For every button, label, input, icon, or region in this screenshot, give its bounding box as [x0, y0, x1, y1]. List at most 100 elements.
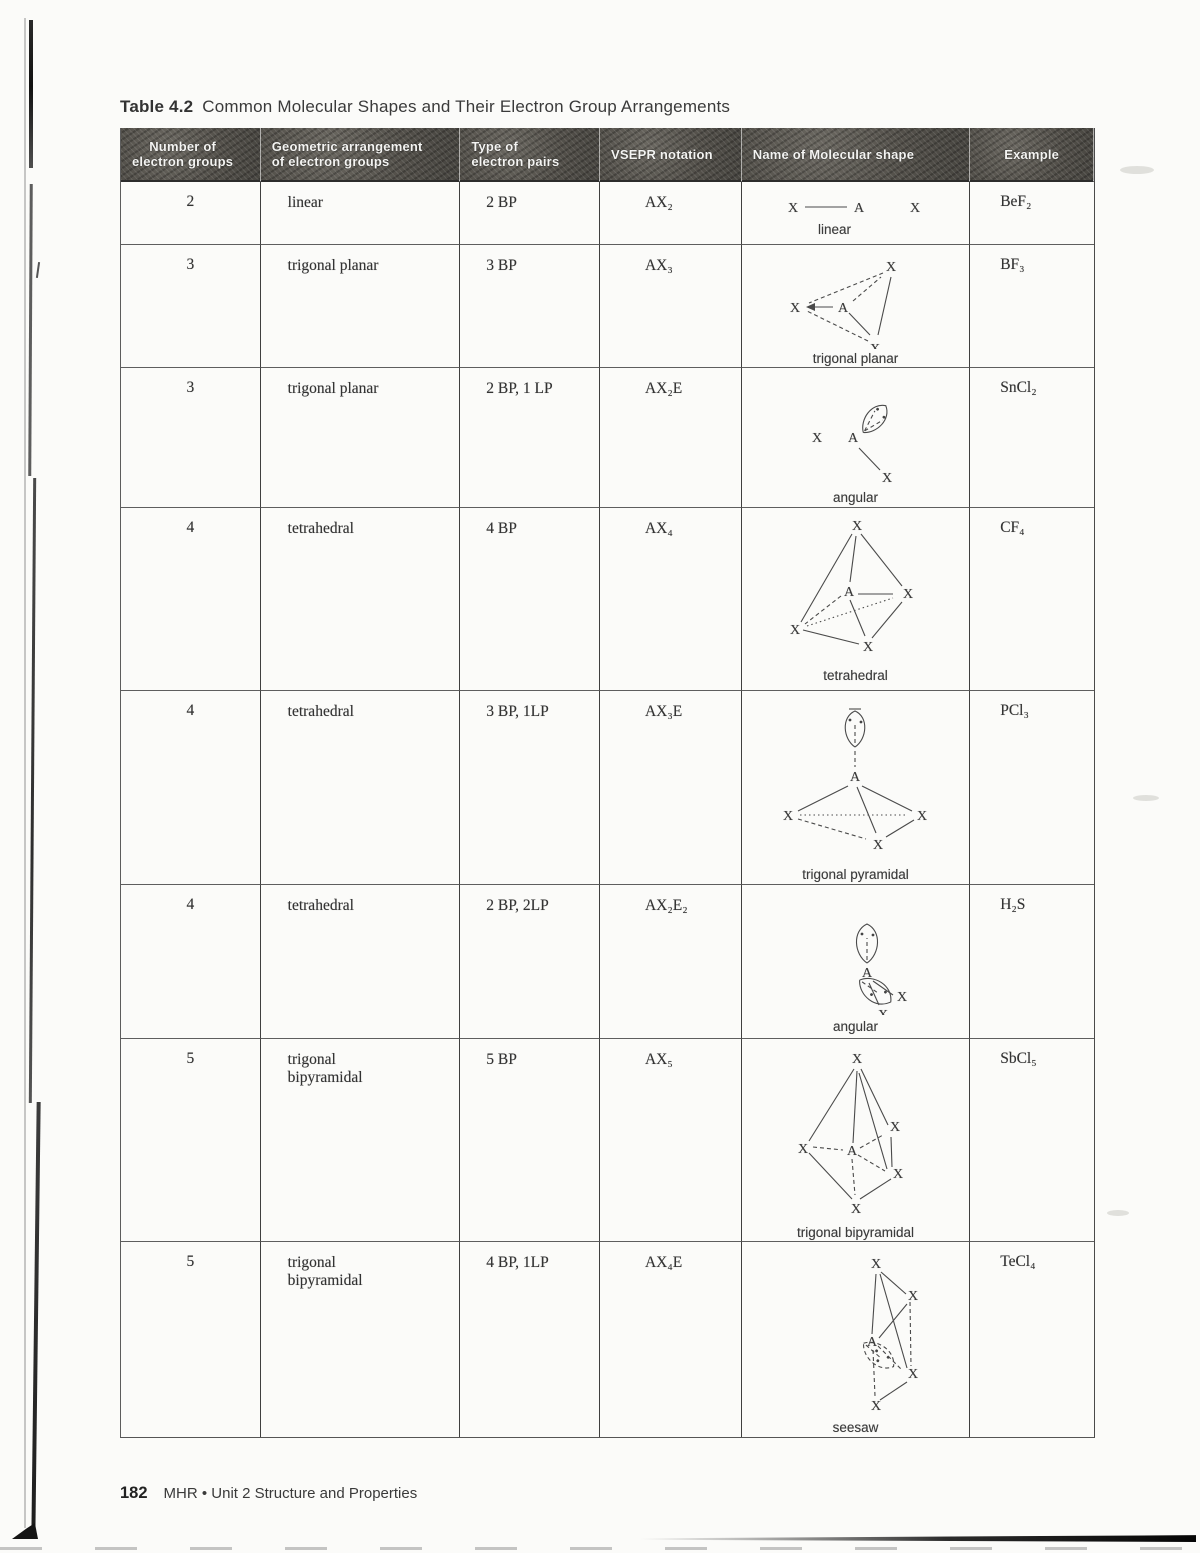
svg-text:X: X	[852, 519, 862, 534]
cell-groups: 4	[121, 885, 261, 1039]
svg-text:X: X	[873, 838, 883, 851]
cell-pairs: 3 BP, 1LP	[460, 691, 600, 885]
cell-pairs: 2 BP, 1 LP	[460, 368, 600, 508]
cell-vsepr: AX₃E	[599, 691, 742, 885]
svg-text:A: A	[854, 201, 865, 216]
cell-arrangement: trigonal planar	[260, 245, 461, 368]
header-type-of-electron-pairs: Type of electron pairs	[460, 128, 601, 182]
scan-smudge	[1120, 166, 1154, 174]
cell-example: SbCl₅	[970, 1039, 1094, 1242]
cell-vsepr: AX₂E	[599, 368, 742, 508]
svg-text:X: X	[871, 1399, 881, 1412]
molecular-shapes-table: Number of electron groups Geometric arra…	[120, 128, 1095, 1438]
svg-text:A: A	[862, 966, 873, 981]
cell-shape: X A X X X tetrahedral	[741, 508, 971, 691]
cell-shape: A X X angular	[741, 885, 971, 1039]
cell-shape: X X A X X seesaw	[742, 1242, 971, 1437]
table-row: 4 tetrahedral 3 BP, 1LP AX₃E A	[121, 691, 1094, 885]
angular-lone-pair-diagram: X A X	[812, 404, 893, 486]
cell-example: SnCl₂	[970, 368, 1094, 508]
cell-groups: 2	[121, 182, 261, 245]
table-header-row: Number of electron groups Geometric arra…	[121, 128, 1095, 182]
cell-arrangement: trigonal bipyramidal	[260, 1039, 461, 1242]
cell-groups: 5	[121, 1039, 261, 1242]
table-row: 4 tetrahedral 2 BP, 2LP AX₂E₂ A	[121, 885, 1094, 1039]
svg-text:X: X	[863, 640, 873, 654]
cell-shape: X A X linear	[741, 182, 971, 245]
table-row: 5 trigonal bipyramidal 4 BP, 1LP AX₄E	[121, 1242, 1094, 1437]
svg-text:X: X	[908, 1289, 918, 1304]
cell-pairs: 4 BP	[460, 508, 600, 691]
shape-caption: seesaw	[832, 1420, 879, 1435]
svg-text:X: X	[882, 471, 892, 486]
binding-streak	[31, 1101, 41, 1539]
cell-vsepr: AX₄	[599, 508, 742, 691]
linear-diagram: X A X	[788, 201, 920, 216]
cell-pairs: 5 BP	[460, 1039, 600, 1242]
table-row: 4 tetrahedral 4 BP AX₄ X A X	[121, 508, 1094, 691]
page-number: 182	[120, 1484, 148, 1502]
header-name-of-molecular-shape: Name of Molecular shape	[741, 128, 971, 182]
svg-text:X: X	[870, 342, 880, 349]
cell-pairs: 2 BP	[460, 182, 600, 245]
cell-vsepr: AX₂	[599, 182, 742, 245]
binding-streak	[24, 18, 26, 1528]
table-row: 2 linear 2 BP AX₂ X A X linear BeF₂	[121, 182, 1094, 245]
shape-caption: trigonal planar	[812, 351, 899, 366]
cell-arrangement: tetrahedral	[260, 885, 461, 1039]
cell-arrangement: tetrahedral	[260, 691, 461, 885]
svg-text:X: X	[886, 260, 896, 275]
svg-text:X: X	[790, 623, 800, 638]
cell-groups: 5	[121, 1242, 261, 1437]
cell-pairs: 2 BP, 2LP	[460, 885, 600, 1039]
svg-text:X: X	[903, 587, 913, 602]
table-title-text: Common Molecular Shapes and Their Electr…	[202, 97, 731, 116]
cell-example: TeCl₄	[1000, 1253, 1036, 1270]
svg-text:X: X	[798, 1142, 808, 1157]
svg-text:X: X	[851, 1202, 861, 1215]
svg-text:A: A	[838, 301, 849, 316]
table-row: 3 trigonal planar 3 BP AX₃ X X A X	[121, 245, 1094, 368]
scan-smudge	[1107, 1210, 1129, 1216]
svg-text:A: A	[844, 585, 855, 600]
table-number: Table 4.2	[120, 97, 194, 116]
svg-text:X: X	[852, 1052, 862, 1067]
cell-shape: X X A X trigonal planar	[741, 245, 971, 368]
cell-shape: X X X A X X trigonal bipyramidal	[741, 1039, 971, 1242]
binding-streak	[29, 20, 33, 168]
scan-mark	[35, 261, 41, 279]
binding-streak	[28, 183, 33, 477]
trigonal-planar-diagram: X X A X	[790, 260, 896, 349]
trigonal-pyramidal-diagram: A X X X	[783, 708, 928, 851]
header-geometric-arrangement: Geometric arrangement of electron groups	[260, 128, 461, 182]
cell-vsepr: AX₂E₂	[599, 885, 742, 1039]
table-row: 5 trigonal bipyramidal 5 BP AX₅ X	[121, 1039, 1094, 1242]
cell-groups: 3	[121, 245, 261, 368]
header-vsepr-notation: VSEPR notation	[600, 128, 742, 182]
cell-vsepr: AX₃	[599, 245, 742, 368]
svg-text:X: X	[878, 1008, 888, 1015]
cell-pairs: 4 BP, 1LP	[460, 1242, 600, 1437]
shape-caption: linear	[817, 222, 851, 237]
svg-text:X: X	[917, 809, 927, 824]
shape-caption: trigonal bipyramidal	[796, 1225, 915, 1240]
svg-text:X: X	[908, 1367, 918, 1382]
cell-shape: A X X X trigonal pyramidal	[741, 691, 971, 885]
svg-text:X: X	[890, 1120, 900, 1135]
svg-text:A: A	[850, 770, 861, 785]
svg-text:A: A	[867, 1335, 878, 1350]
shape-caption: angular	[832, 1019, 878, 1034]
cell-groups: 3	[121, 368, 261, 508]
svg-text:X: X	[788, 201, 798, 216]
cell-arrangement: linear	[260, 182, 461, 245]
svg-text:A: A	[847, 1144, 858, 1159]
header-example: Example	[970, 128, 1095, 182]
svg-text:X: X	[790, 301, 800, 316]
shape-caption: trigonal pyramidal	[802, 867, 909, 882]
shape-caption: tetrahedral	[823, 668, 888, 683]
trigonal-bipyramidal-diagram: X X X A X X	[798, 1052, 903, 1215]
cell-arrangement: trigonal planar	[260, 368, 461, 508]
cell-example: CF₄	[970, 508, 1094, 691]
cell-vsepr: AX₅	[599, 1039, 742, 1242]
